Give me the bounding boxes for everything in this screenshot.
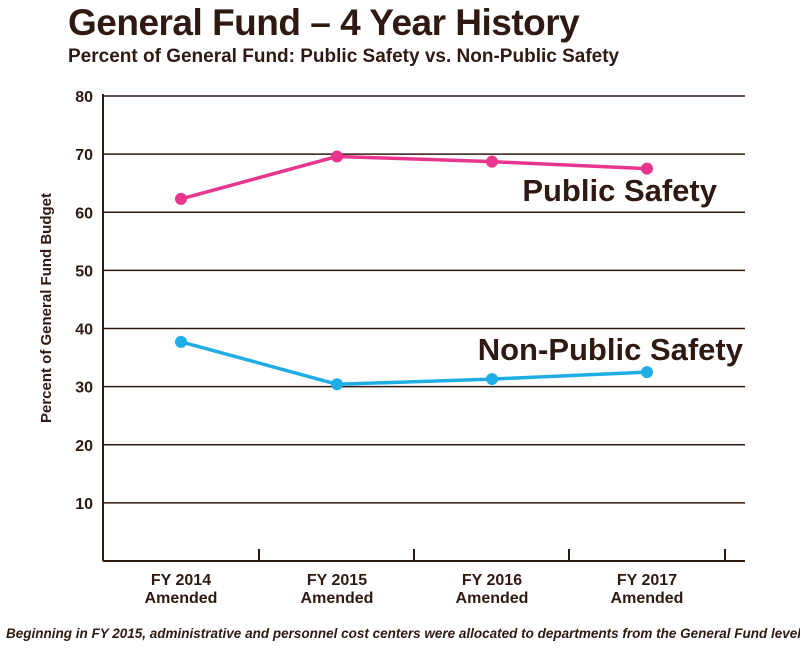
series-labels: Public Safety Non-Public Safety bbox=[478, 173, 744, 367]
x-tick-label: FY 2017 Amended bbox=[611, 572, 684, 607]
series-line-0 bbox=[180, 154, 648, 201]
series-label: Non-Public Safety bbox=[478, 332, 744, 367]
data-point bbox=[175, 192, 187, 205]
series-line-1 bbox=[180, 340, 648, 387]
data-point bbox=[641, 162, 653, 175]
y-tick-label: 60 bbox=[75, 205, 93, 222]
y-tick-label: 50 bbox=[75, 263, 93, 280]
axes bbox=[102, 94, 745, 562]
y-tick-label: 30 bbox=[75, 380, 93, 397]
x-tick-label: FY 2016 Amended bbox=[456, 572, 529, 607]
data-point bbox=[331, 378, 343, 391]
x-tick-labels: FY 2014 Amended FY 2015 Amended FY 2016 Amend… bbox=[145, 572, 684, 607]
x-tick-label: FY 2014 Amended bbox=[145, 572, 218, 607]
y-tick-labels: 10 20 30 40 50 60 70 80 bbox=[75, 89, 93, 513]
y-axis-label: Percent of General Fund Budget bbox=[38, 193, 55, 423]
data-point bbox=[486, 373, 498, 386]
y-tick-label: 70 bbox=[75, 147, 93, 164]
series-label: Public Safety bbox=[522, 173, 717, 208]
data-point bbox=[175, 335, 187, 348]
chart-title: General Fund – 4 Year History bbox=[68, 2, 580, 43]
y-tick-label: 80 bbox=[75, 89, 93, 106]
y-tick-label: 40 bbox=[75, 322, 93, 339]
y-tick-label: 20 bbox=[75, 438, 93, 455]
data-series bbox=[175, 150, 653, 391]
y-tick-label: 10 bbox=[75, 496, 93, 513]
gridlines bbox=[103, 95, 745, 504]
x-tick-label: FY 2015 Amended bbox=[301, 572, 374, 607]
data-point bbox=[486, 155, 498, 168]
data-point bbox=[641, 366, 653, 379]
data-point bbox=[331, 150, 343, 163]
chart-subtitle: Percent of General Fund: Public Safety v… bbox=[68, 46, 620, 67]
footnote: Beginning in FY 2015, administrative and… bbox=[6, 626, 800, 641]
